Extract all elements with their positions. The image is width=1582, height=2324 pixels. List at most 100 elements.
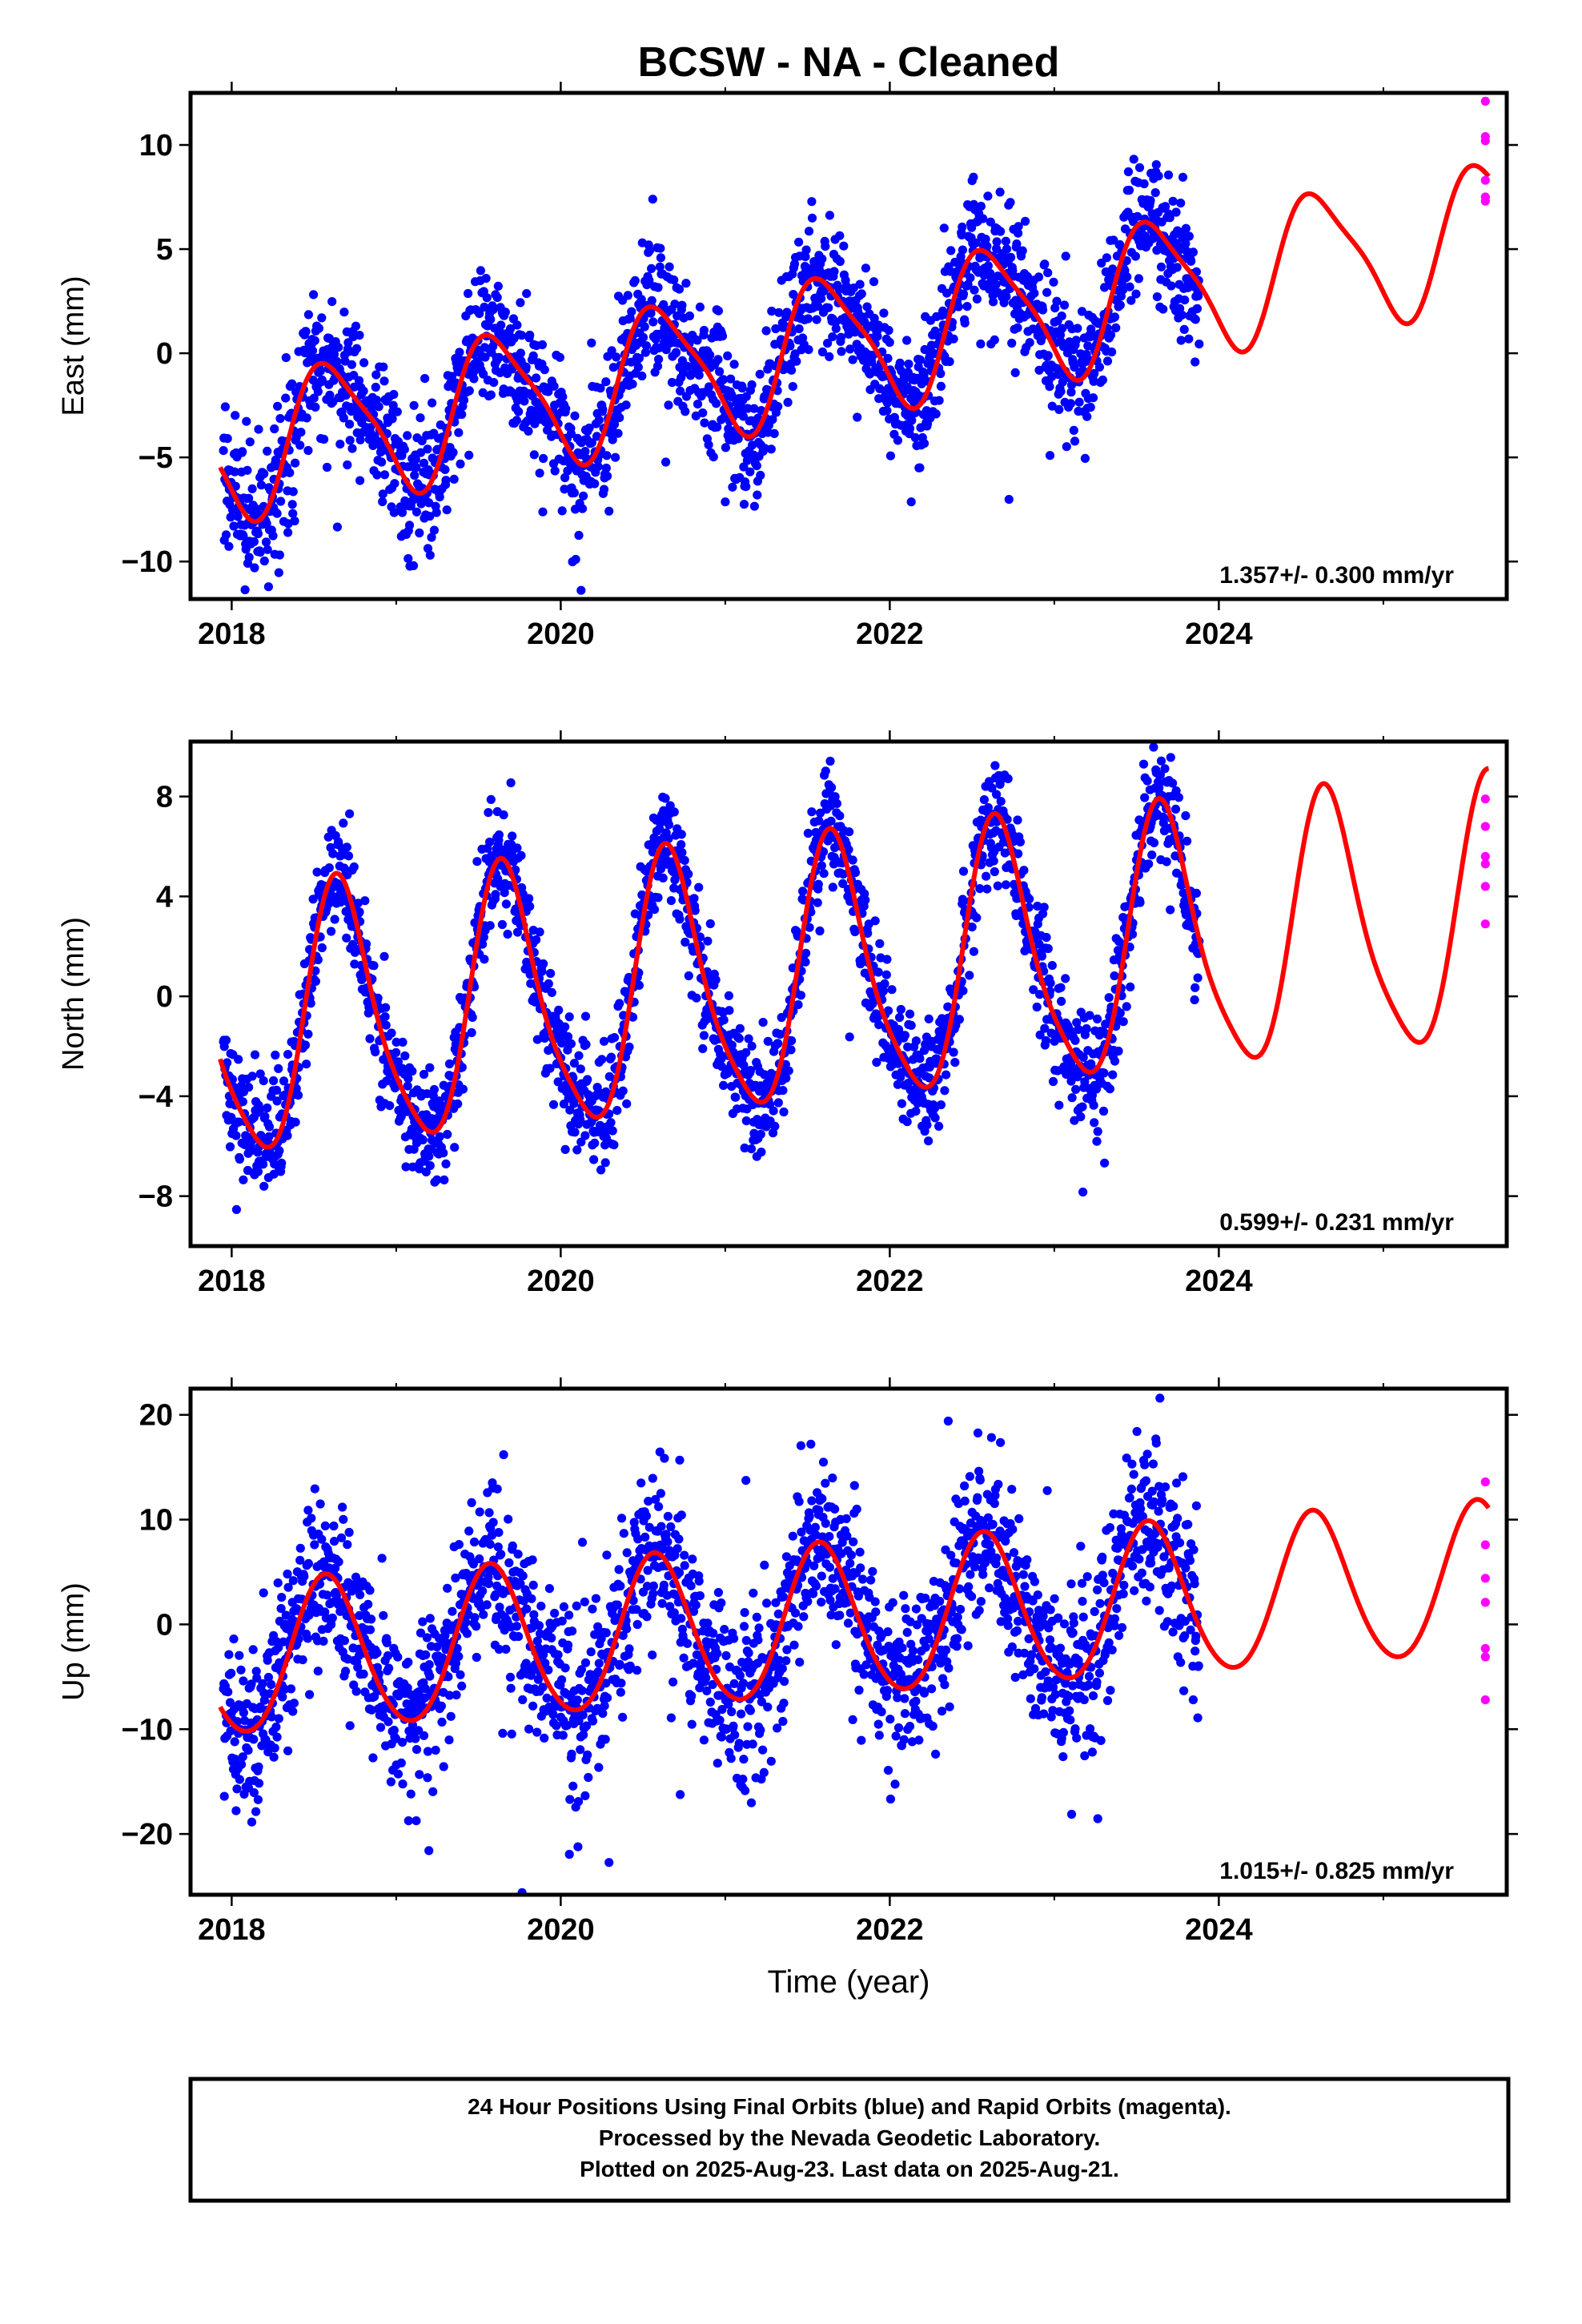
final-orbit-point xyxy=(1138,759,1149,769)
final-orbit-point xyxy=(623,291,632,300)
final-orbit-point xyxy=(425,1160,435,1171)
final-orbit-point xyxy=(981,235,990,244)
final-orbit-point xyxy=(677,848,687,858)
rapid-orbit-point xyxy=(1480,794,1490,804)
final-orbit-point xyxy=(930,1113,940,1123)
final-orbit-point xyxy=(945,357,954,367)
final-orbit-point xyxy=(491,1590,500,1599)
final-orbit-point xyxy=(1181,223,1191,233)
final-orbit-point xyxy=(485,1539,495,1549)
final-orbit-point xyxy=(379,376,389,386)
final-orbit-point xyxy=(641,341,652,351)
final-orbit-point xyxy=(667,377,677,388)
final-orbit-point xyxy=(781,1073,791,1083)
final-orbit-point xyxy=(828,883,837,892)
final-orbit-point xyxy=(693,336,702,345)
final-orbit-point xyxy=(1152,292,1162,302)
final-orbit-point xyxy=(295,1555,305,1565)
final-orbit-point xyxy=(255,1069,265,1079)
final-orbit-point xyxy=(1149,838,1159,847)
final-orbit-point xyxy=(1045,451,1055,460)
final-orbit-point xyxy=(634,353,644,363)
final-orbit-point xyxy=(1050,304,1060,313)
rapid-orbit-point xyxy=(1480,175,1490,185)
final-orbit-point xyxy=(427,533,436,542)
final-orbit-point xyxy=(741,1116,751,1126)
final-orbit-point xyxy=(773,1039,783,1048)
final-orbit-point xyxy=(415,1770,424,1779)
final-orbit-point xyxy=(405,1690,416,1699)
final-orbit-point xyxy=(839,241,849,251)
final-orbit-point xyxy=(649,905,660,915)
final-orbit-point xyxy=(496,320,506,330)
final-orbit-point xyxy=(486,315,496,324)
final-orbit-point xyxy=(855,279,865,289)
final-orbit-point xyxy=(373,993,383,1003)
final-orbit-point xyxy=(1146,195,1155,205)
final-orbit-point xyxy=(1030,288,1039,298)
final-orbit-point xyxy=(444,1735,454,1745)
final-orbit-point xyxy=(1195,340,1204,349)
final-orbit-point xyxy=(1066,388,1076,397)
final-orbit-point xyxy=(757,1148,766,1157)
final-orbit-point xyxy=(1170,804,1181,814)
final-orbit-point xyxy=(1172,263,1182,272)
final-orbit-point xyxy=(238,1097,247,1107)
final-orbit-point xyxy=(493,1542,503,1552)
final-orbit-point xyxy=(738,412,749,421)
final-orbit-point xyxy=(258,1679,267,1688)
final-orbit-point xyxy=(608,363,618,372)
final-orbit-point xyxy=(303,1029,313,1039)
final-orbit-point xyxy=(309,393,319,403)
final-orbit-point xyxy=(691,411,701,421)
final-orbit-point xyxy=(835,811,845,821)
final-orbit-point xyxy=(600,1158,610,1168)
final-orbit-point xyxy=(287,500,297,509)
final-orbit-point xyxy=(897,1099,906,1108)
final-orbit-point xyxy=(429,525,440,535)
final-orbit-point xyxy=(861,263,870,273)
final-orbit-point xyxy=(717,332,728,341)
final-orbit-point xyxy=(283,1050,293,1059)
y-axis-label: North (mm) xyxy=(57,917,90,1071)
final-orbit-point xyxy=(704,440,713,450)
final-orbit-point xyxy=(902,1117,912,1127)
final-orbit-point xyxy=(1144,859,1154,869)
final-orbit-point xyxy=(566,429,576,439)
final-orbit-point xyxy=(454,1540,464,1550)
final-orbit-point xyxy=(249,1788,259,1798)
final-orbit-point xyxy=(909,397,919,407)
final-orbit-point xyxy=(481,274,491,283)
final-orbit-point xyxy=(289,1699,299,1708)
final-orbit-point xyxy=(924,1014,934,1023)
final-orbit-point xyxy=(464,450,474,460)
final-orbit-point xyxy=(334,343,343,352)
final-orbit-point xyxy=(872,1057,881,1068)
final-orbit-point xyxy=(1168,778,1178,788)
final-orbit-point xyxy=(351,321,361,331)
final-orbit-point xyxy=(353,899,363,908)
final-orbit-series xyxy=(219,1393,1203,1895)
final-orbit-point xyxy=(724,424,733,434)
final-orbit-point xyxy=(694,370,704,380)
final-orbit-point xyxy=(423,444,432,454)
final-orbit-point xyxy=(451,1039,461,1049)
final-orbit-point xyxy=(609,1140,619,1150)
final-orbit-point xyxy=(769,428,779,439)
final-orbit-point xyxy=(905,424,915,433)
final-orbit-point xyxy=(574,1051,584,1060)
final-orbit-point xyxy=(713,422,722,432)
final-orbit-point xyxy=(665,262,674,271)
final-orbit-point xyxy=(457,1681,467,1691)
y-tick-label: 4 xyxy=(156,880,173,914)
final-orbit-point xyxy=(410,470,420,480)
final-orbit-point xyxy=(565,1105,575,1115)
final-orbit-point xyxy=(936,1100,946,1110)
final-orbit-point xyxy=(343,851,354,861)
final-orbit-point xyxy=(1043,268,1053,278)
final-orbit-point xyxy=(548,1100,559,1109)
final-orbit-point xyxy=(263,1103,272,1113)
final-orbit-point xyxy=(884,325,893,336)
final-orbit-point xyxy=(505,1672,516,1682)
final-orbit-point xyxy=(446,1711,456,1721)
